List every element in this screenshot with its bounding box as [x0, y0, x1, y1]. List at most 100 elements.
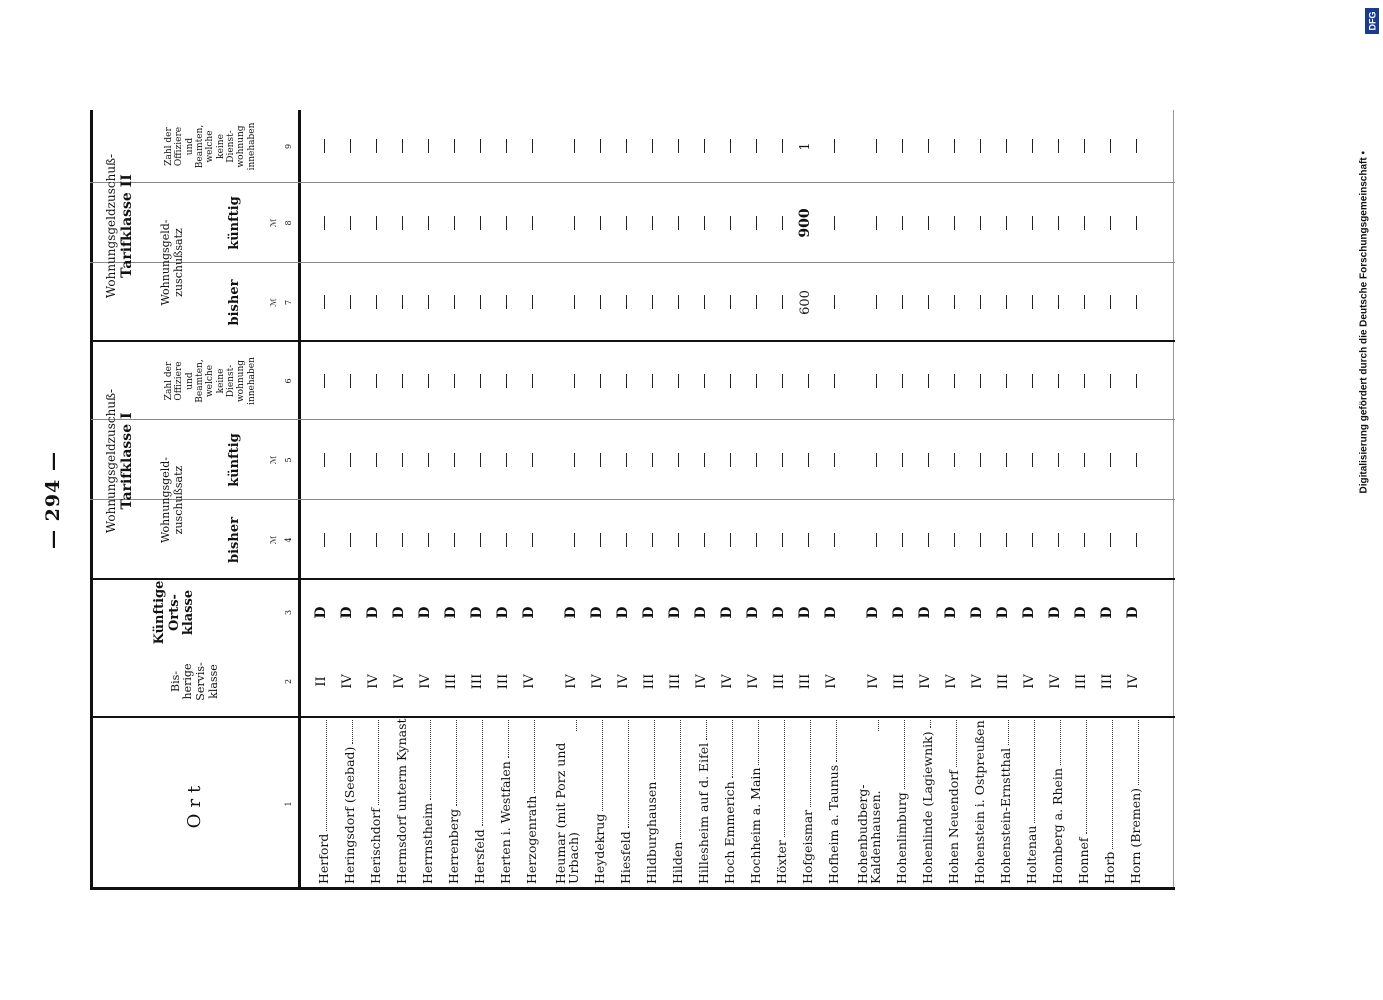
cell-c8 [1039, 183, 1065, 263]
cell-c4 [1013, 500, 1039, 580]
cell-klasse: D [969, 606, 985, 619]
cell-klasse: D [365, 606, 381, 619]
cell-servis: IV [824, 674, 839, 689]
header-bisher-1: bisher [226, 517, 242, 563]
dash-mark [625, 533, 627, 547]
cell-servis: IV [694, 674, 709, 689]
cell-c6 [383, 342, 409, 420]
cell-c7 [1013, 263, 1039, 342]
row-ort-text: Hofheim a. Taunus [826, 764, 841, 884]
dash-mark [479, 533, 481, 547]
cell-c5 [883, 420, 909, 500]
row-ort: Holtenau [1013, 718, 1039, 890]
cell-c8 [815, 183, 841, 263]
cell-c4 [987, 500, 1013, 580]
column-number: 7 [284, 299, 294, 306]
cell-c8 [581, 183, 607, 263]
row-ort: Hohenstein i. Ostpreußen [961, 718, 987, 890]
leader-dots [508, 720, 509, 759]
dash-mark [573, 216, 575, 230]
header-bisher-2: bisher [226, 279, 242, 326]
cell-c7: 600 [798, 290, 813, 315]
dash-mark [1057, 533, 1059, 547]
row-ort-text: Hochheim a. Main [748, 767, 763, 884]
leader-dots [602, 720, 603, 811]
cell-c4 [1091, 500, 1117, 580]
cell-c9 [1117, 110, 1143, 183]
leader-dots [1112, 720, 1113, 849]
row-ort: Hohenlimburg [883, 718, 909, 890]
dash-mark [1083, 139, 1085, 154]
leader-dots [534, 720, 535, 793]
cell-c9 [513, 110, 539, 183]
rotated-table-container: Ort Bis- herige Servis- klasse Künftige Or… [90, 110, 1175, 890]
dash-mark [703, 533, 705, 547]
row-ort: Herischdorf [357, 718, 383, 890]
dash-mark [427, 533, 429, 547]
dash-mark [979, 295, 981, 310]
column-number: 1 [284, 801, 294, 807]
cell-c4 [841, 500, 883, 580]
header-zuschuss-1: Wohnungsgeld- zuschußsatz [159, 456, 185, 544]
dash-mark [901, 139, 903, 154]
dash-mark [1057, 374, 1059, 388]
header-mark-symbol: ℳ [268, 455, 278, 465]
column-number: 4 [284, 537, 294, 543]
cell-servis: IV [590, 674, 605, 689]
cell-c6 [685, 342, 711, 420]
cell-servis: IV [1048, 674, 1063, 689]
cell-c7 [763, 263, 789, 342]
row-ort-text: Hofgeismar [800, 809, 815, 884]
cell-c8 [331, 183, 357, 263]
dash-mark [1005, 295, 1007, 310]
dash-mark [427, 139, 429, 154]
leader-dots [576, 720, 577, 731]
dash-mark [1109, 533, 1111, 547]
row-ort-text: Hohenbudberg-Kaldenhausen. [854, 784, 884, 884]
cell-klasse: D [771, 606, 787, 619]
cell-klasse: D [1125, 606, 1141, 619]
row-ort: Hillesheim auf d. Eifel [685, 718, 711, 890]
column-number: 6 [284, 378, 294, 384]
cell-c5 [909, 420, 935, 500]
cell-c6 [1039, 342, 1065, 420]
row-ort-text: Horb [1102, 851, 1117, 884]
cell-c9 [1039, 110, 1065, 183]
cell-servis: IV [944, 674, 959, 689]
header-tarif2: Wohnungsgeldzuschuß- Tarifklasse II [104, 153, 135, 299]
dash-mark [427, 374, 429, 388]
cell-klasse: D [719, 606, 735, 619]
cell-klasse: D [495, 606, 511, 619]
cell-c6 [961, 342, 987, 420]
dash-mark [677, 453, 679, 467]
dash-mark [479, 453, 481, 467]
cell-c9 [607, 110, 633, 183]
dash-mark [1083, 295, 1085, 310]
dash-mark [573, 533, 575, 547]
header-mark-symbol: ℳ [268, 218, 278, 228]
row-ort: Homberg a. Rhein [1039, 718, 1065, 890]
dash-mark [953, 139, 955, 154]
header-mark-symbol: ℳ [268, 298, 278, 307]
row-ort-text: Herrnstheim [420, 802, 435, 884]
dash-mark [349, 453, 351, 467]
dash-mark [651, 139, 653, 154]
cell-c4 [633, 500, 659, 580]
cell-c4 [331, 500, 357, 580]
cell-c7 [737, 263, 763, 342]
dash-mark [505, 139, 507, 154]
cell-servis: IV [522, 674, 537, 689]
dash-mark [1083, 533, 1085, 547]
dash-mark [1005, 139, 1007, 154]
dash-mark [781, 216, 783, 230]
row-ort-text: Hohenlinde (Lagiewnik) [920, 731, 935, 884]
header-kuenftig-2: künftig [226, 196, 242, 250]
cell-c4 [409, 500, 435, 580]
dash-mark [401, 139, 403, 154]
cell-c9 [737, 110, 763, 183]
cell-c6 [1013, 342, 1039, 420]
dash-mark [927, 533, 929, 547]
dash-mark [573, 453, 575, 467]
cell-c7 [883, 263, 909, 342]
cell-klasse: D [693, 606, 709, 619]
